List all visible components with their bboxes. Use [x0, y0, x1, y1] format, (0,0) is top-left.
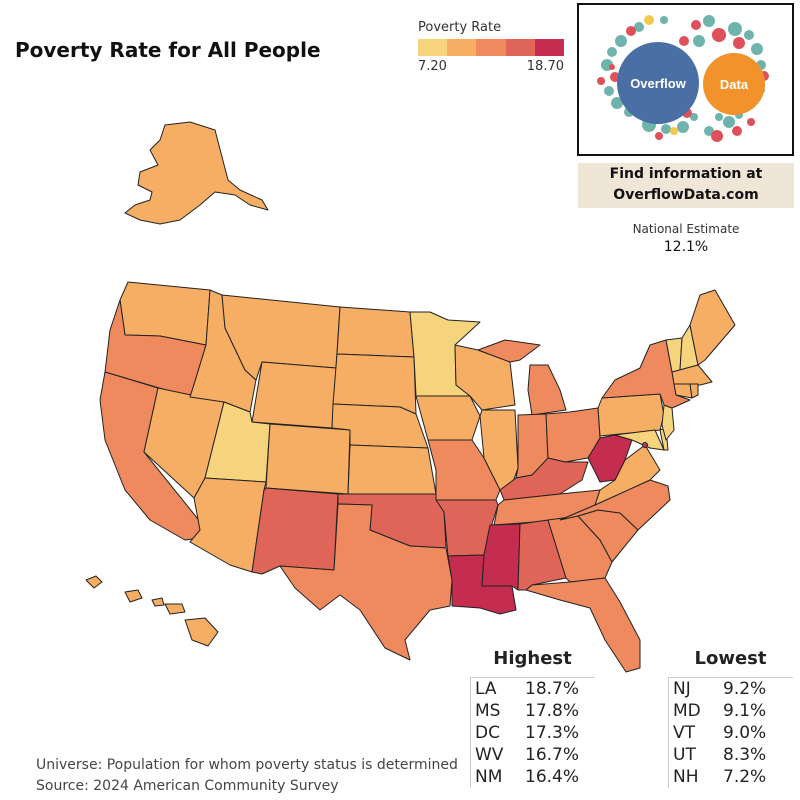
- table-row: UT 8.3%: [669, 744, 793, 766]
- poverty-value: 16.4%: [525, 767, 580, 787]
- poverty-value: 16.7%: [525, 745, 580, 765]
- state-CO[interactable]: [265, 423, 351, 495]
- state-code: NH: [673, 767, 699, 787]
- logo-bubble-graphic: Overflow Data: [597, 15, 769, 142]
- lowest-table: Lowest NJ 9.2% MD 9.1% VT 9.0% UT 8.3% NH 7.2…: [668, 648, 793, 788]
- lowest-title: Lowest: [694, 648, 767, 669]
- highest-table: Highest LA 18.7% MS 17.8% DC 17.3% WV 16.7% …: [470, 648, 595, 788]
- table-row: VT 9.0%: [669, 722, 793, 744]
- national-estimate: National Estimate 12.1%: [578, 222, 794, 255]
- info-line-1: Find information at: [609, 166, 763, 182]
- logo-text-overflow: Overflow: [630, 76, 687, 91]
- table-row: LA 18.7%: [471, 678, 595, 700]
- state-code: NM: [475, 767, 503, 787]
- state-AZ[interactable]: [189, 477, 267, 573]
- state-MD[interactable]: [614, 429, 665, 451]
- state-NM[interactable]: [251, 487, 339, 575]
- state-IA[interactable]: [415, 395, 481, 441]
- poverty-value: 8.3%: [723, 745, 767, 765]
- highest-title: Highest: [493, 648, 572, 669]
- state-MI-lower[interactable]: [527, 364, 567, 416]
- state-RI[interactable]: [689, 383, 699, 399]
- poverty-value: 9.2%: [723, 679, 767, 699]
- footnote: Universe: Population for whom poverty st…: [36, 755, 458, 797]
- state-code: MD: [673, 701, 701, 721]
- lowest-rows: NJ 9.2% MD 9.1% VT 9.0% UT 8.3% NH 7.2%: [668, 677, 793, 788]
- state-HI[interactable]: [85, 575, 219, 647]
- state-MO[interactable]: [427, 439, 501, 501]
- state-WY[interactable]: [251, 361, 337, 429]
- state-WV[interactable]: [587, 434, 633, 483]
- state-code: VT: [673, 723, 696, 743]
- source-note: Source: 2024 American Community Survey: [36, 778, 339, 794]
- legend-swatch-5: [534, 39, 565, 56]
- table-row: MD 9.1%: [669, 700, 793, 722]
- state-ND[interactable]: [336, 306, 415, 358]
- state-code: LA: [475, 679, 497, 699]
- table-row: MS 17.8%: [471, 700, 595, 722]
- state-code: DC: [475, 723, 500, 743]
- table-row: DC 17.3%: [471, 722, 595, 744]
- table-row: NJ 9.2%: [669, 678, 793, 700]
- national-estimate-label: National Estimate: [632, 222, 740, 236]
- state-FL[interactable]: [525, 577, 641, 673]
- legend-min-label: 7.20: [418, 59, 447, 74]
- state-code: NJ: [673, 679, 691, 699]
- poverty-value: 9.0%: [723, 723, 767, 743]
- state-MA[interactable]: [671, 364, 713, 386]
- legend-swatch-3: [476, 39, 506, 56]
- info-banner[interactable]: Find information at OverflowData.com: [578, 163, 794, 208]
- overflow-data-logo[interactable]: Overflow Data: [577, 3, 794, 156]
- state-code: UT: [673, 745, 696, 765]
- poverty-value: 9.1%: [723, 701, 767, 721]
- state-code: WV: [475, 745, 504, 765]
- state-TX[interactable]: [279, 503, 453, 661]
- state-AK[interactable]: [124, 121, 269, 225]
- state-ME[interactable]: [689, 289, 736, 366]
- state-VA[interactable]: [594, 444, 661, 506]
- state-KS[interactable]: [347, 444, 437, 495]
- poverty-value: 18.7%: [525, 679, 580, 699]
- legend-swatch-4: [505, 39, 535, 56]
- legend-title: Poverty Rate: [418, 20, 502, 35]
- state-MI[interactable]: [477, 339, 541, 363]
- universe-note: Universe: Population for whom poverty st…: [36, 757, 458, 773]
- table-row: WV 16.7%: [471, 744, 595, 766]
- national-estimate-value: 12.1%: [663, 239, 709, 255]
- logo-text-data: Data: [720, 77, 749, 92]
- page-title: Poverty Rate for All People: [15, 38, 321, 62]
- info-link[interactable]: OverflowData.com: [613, 187, 759, 203]
- table-row: NM 16.4%: [471, 766, 595, 788]
- highest-rows: LA 18.7% MS 17.8% DC 17.3% WV 16.7% NM 16.4%: [470, 677, 595, 788]
- poverty-value: 17.8%: [525, 701, 580, 721]
- state-code: MS: [475, 701, 501, 721]
- poverty-value: 7.2%: [723, 767, 767, 787]
- legend-max-label: 18.70: [526, 59, 564, 74]
- legend-swatch-2: [447, 39, 477, 56]
- poverty-value: 17.3%: [525, 723, 580, 743]
- legend-swatch-1: [418, 39, 448, 56]
- color-legend: Poverty Rate 7.20 18.70: [418, 20, 568, 74]
- table-row: NH 7.2%: [669, 766, 793, 788]
- state-DC[interactable]: [642, 442, 648, 448]
- legend-color-bar: [418, 39, 565, 56]
